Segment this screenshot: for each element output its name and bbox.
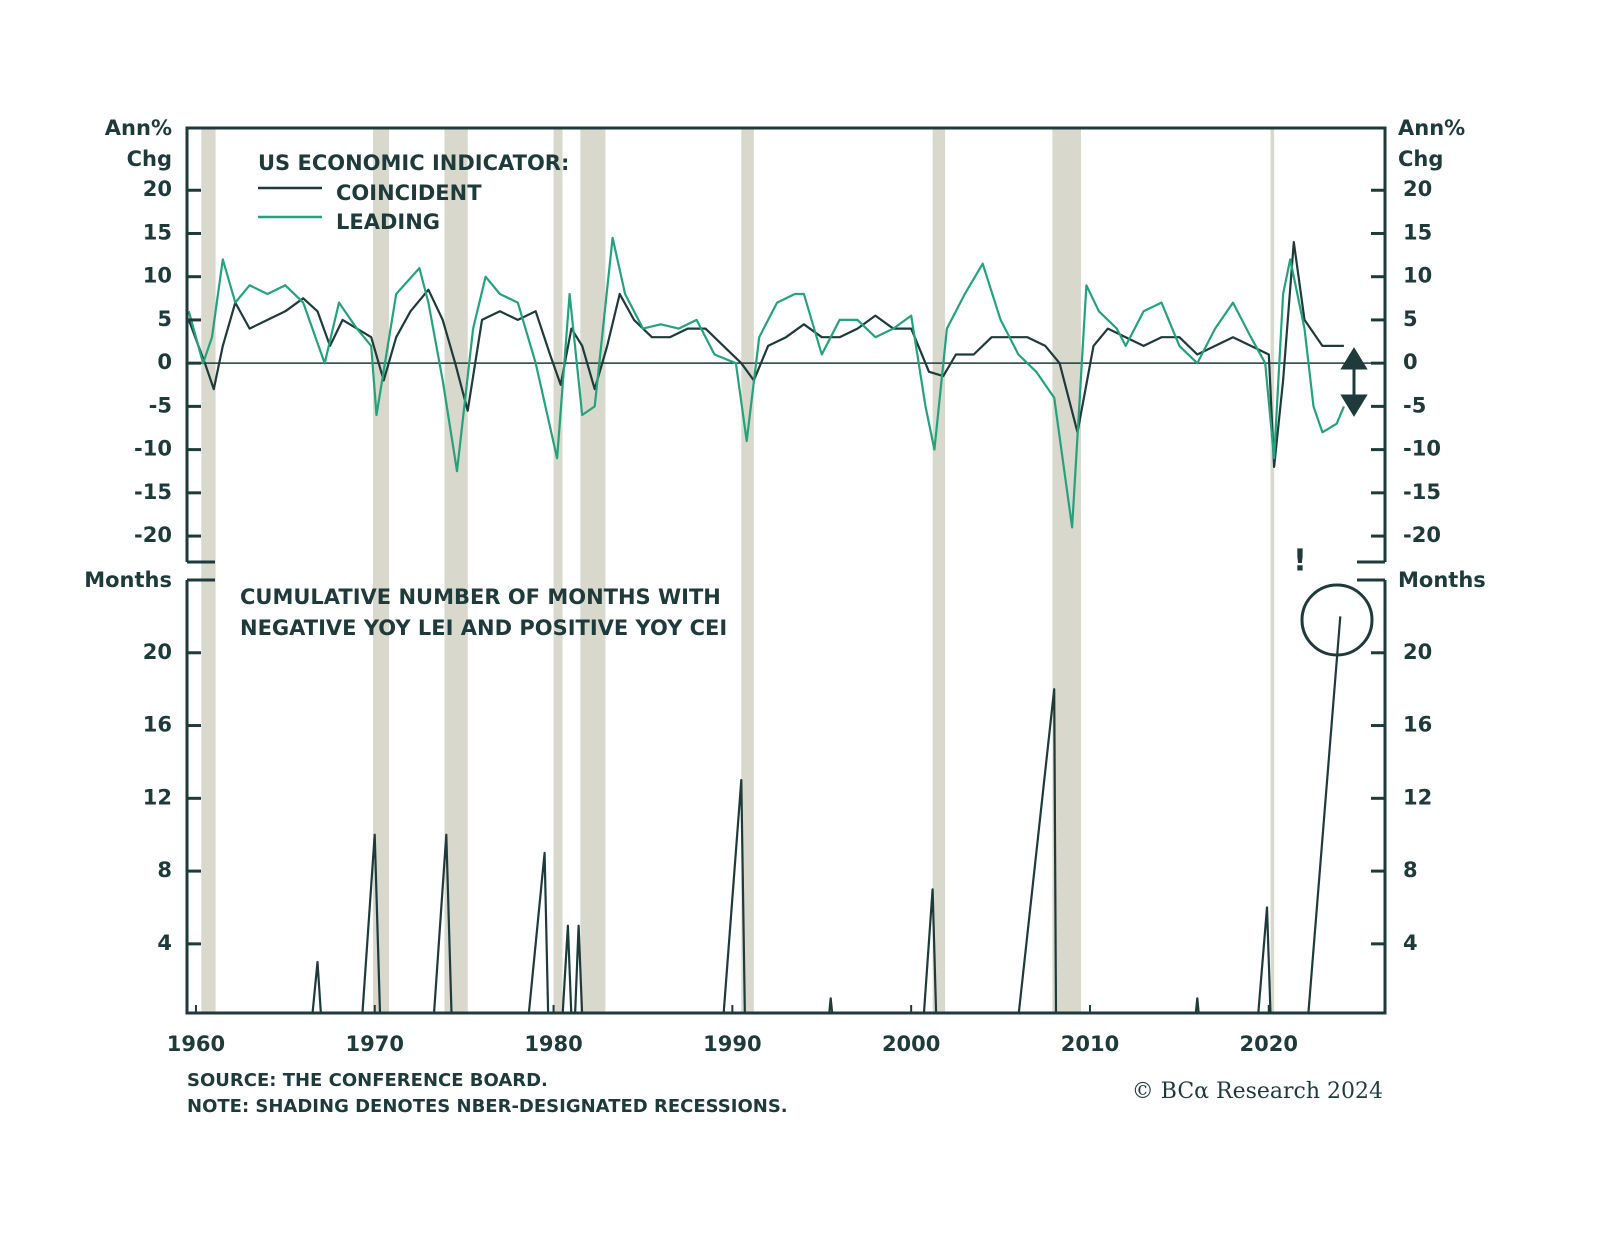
- y-tick-label: 8: [157, 858, 172, 882]
- recession-band: [201, 128, 216, 1013]
- note: NOTE: SHADING DENOTES NBER-DESIGNATED RE…: [187, 1096, 788, 1117]
- credit: © BCα Research 2024: [1132, 1079, 1383, 1104]
- series-line: [187, 236, 1345, 529]
- recession-band: [553, 128, 563, 1013]
- y2-tick-label: 4: [1403, 931, 1418, 955]
- frame: [185, 126, 1387, 1015]
- recession-band: [372, 128, 390, 1013]
- y2-tick-label: 12: [1403, 785, 1432, 809]
- y-tick-label: 15: [143, 220, 172, 244]
- y-tick-label: -15: [134, 480, 172, 504]
- recession-band: [580, 128, 606, 1013]
- plot-area: [187, 236, 1345, 529]
- y2-tick-label: 0: [1403, 350, 1418, 374]
- y2-tick-label: 16: [1403, 713, 1432, 737]
- x-tick-label: 2000: [882, 1032, 940, 1056]
- y2-axis-label: Chg: [1398, 147, 1443, 171]
- y-tick-label: 10: [143, 264, 172, 288]
- y2-tick-label: -20: [1403, 523, 1441, 547]
- x-tick-label: 2010: [1061, 1032, 1119, 1056]
- y-tick-label: 12: [143, 785, 172, 809]
- y2-tick-label: 8: [1403, 858, 1418, 882]
- chart-title: US ECONOMIC INDICATOR:: [258, 151, 569, 175]
- series-line: [187, 241, 1344, 468]
- x-tick-label: 1970: [346, 1032, 404, 1056]
- y2-tick-label: 10: [1403, 264, 1432, 288]
- y-tick-label: 20: [143, 177, 172, 201]
- chart-title: NEGATIVE YOY LEI AND POSITIVE YOY CEI: [240, 616, 727, 640]
- y-tick-label: -5: [149, 393, 172, 417]
- y2-tick-label: 20: [1403, 640, 1432, 664]
- arrow: [1340, 347, 1368, 417]
- y2-tick-label: -10: [1403, 437, 1441, 461]
- recession-band: [1270, 128, 1275, 1013]
- y2-axis-label: Months: [1398, 568, 1486, 592]
- plot-area: [311, 616, 1342, 1013]
- y-axis-label: Months: [84, 568, 172, 592]
- y2-tick-label: -15: [1403, 480, 1441, 504]
- y2-axis-label: Ann%: [1398, 116, 1465, 140]
- y2-tick-label: 20: [1403, 177, 1432, 201]
- y-tick-label: -10: [134, 437, 172, 461]
- recession-band: [741, 128, 754, 1013]
- annotation: !: [1293, 544, 1307, 579]
- y2-tick-label: 15: [1403, 220, 1432, 244]
- y-tick-label: 5: [157, 307, 172, 331]
- x-tick-label: 2020: [1240, 1032, 1298, 1056]
- top-frame: [185, 126, 1387, 562]
- y-axis-label: Ann%: [105, 116, 172, 140]
- x-tick-label: 1980: [524, 1032, 582, 1056]
- source: SOURCE: THE CONFERENCE BOARD.: [187, 1070, 548, 1091]
- legend-label: COINCIDENT: [336, 181, 482, 205]
- recession-band: [932, 128, 946, 1013]
- y-tick-label: 20: [143, 640, 172, 664]
- y-axis-label: Chg: [127, 147, 172, 171]
- y-tick-label: 0: [157, 350, 172, 374]
- legend-label: LEADING: [336, 210, 440, 234]
- chart-title: CUMULATIVE NUMBER OF MONTHS WITH: [240, 585, 721, 609]
- highlight-circle: [1300, 583, 1374, 657]
- y-tick-label: 4: [157, 931, 172, 955]
- bottom-frame: [185, 580, 1387, 1015]
- y-tick-label: -20: [134, 523, 172, 547]
- y2-tick-label: -5: [1403, 393, 1426, 417]
- y-tick-label: 16: [143, 713, 172, 737]
- recession-band: [1052, 128, 1082, 1013]
- series-line: [311, 616, 1342, 1013]
- y2-tick-label: 5: [1403, 307, 1418, 331]
- x-tick-label: 1990: [703, 1032, 761, 1056]
- x-tick-label: 1960: [167, 1032, 225, 1056]
